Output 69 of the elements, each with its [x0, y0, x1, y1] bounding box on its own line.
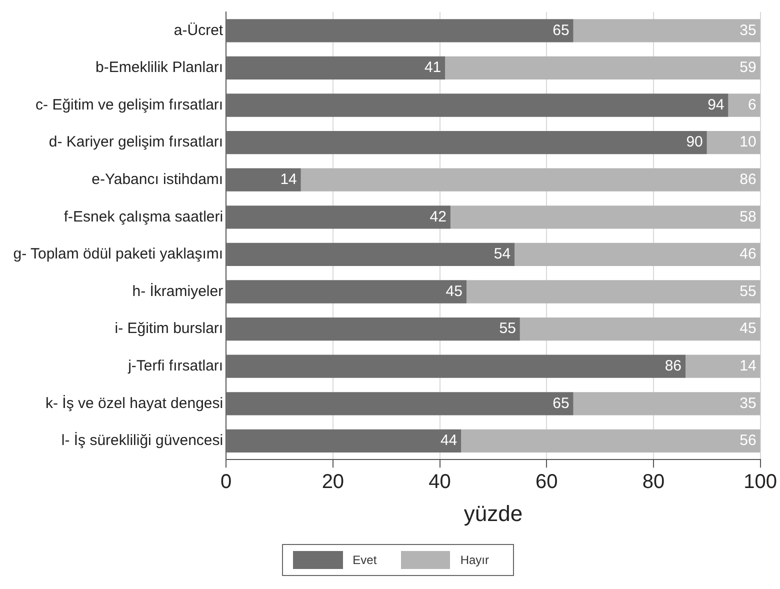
data-label: 42 [430, 208, 446, 226]
bar [226, 354, 686, 378]
bar [226, 56, 446, 80]
bar [226, 130, 707, 154]
bar [706, 130, 760, 154]
data-label: 90 [686, 134, 703, 151]
y-tick-label: j-Terfi fırsatları [127, 357, 224, 374]
data-label: 14 [280, 170, 297, 188]
data-label: 55 [499, 320, 516, 338]
bar [514, 242, 760, 266]
data-label: 35 [740, 394, 756, 412]
y-tick-label: i- Eğitim bursları [114, 320, 224, 338]
legend-label: Evet [352, 553, 377, 567]
data-label: 65 [552, 394, 570, 412]
bar [573, 19, 760, 42]
bar [728, 94, 760, 117]
bar [226, 429, 462, 453]
bar [226, 317, 520, 341]
data-label: 45 [446, 282, 462, 300]
y-tick-label: g- Toplam ödül paketi yaklaşımı [13, 246, 224, 263]
bar [226, 242, 515, 266]
data-label: 46 [740, 246, 756, 263]
data-label: 41 [424, 59, 442, 76]
data-label: 55 [740, 282, 756, 300]
x-tick-label: 80 [642, 471, 665, 494]
x-tick-label: 40 [428, 471, 451, 494]
data-label: 45 [740, 320, 756, 338]
bar [445, 56, 760, 80]
x-tick-label: 0 [220, 471, 232, 494]
data-label: 86 [740, 170, 756, 188]
legend-label: Hayır [460, 553, 489, 567]
bar [226, 206, 450, 229]
data-label: 56 [740, 432, 756, 450]
bar [450, 206, 760, 229]
y-tick-label: k- İş ve özel hayat dengesi [45, 394, 224, 412]
bar [226, 280, 466, 304]
bar [573, 392, 760, 416]
x-tick-label: 100 [744, 471, 778, 494]
y-tick-label: l- İş sürekliliği güvencesi [61, 431, 224, 450]
x-tick-label: 20 [322, 471, 344, 494]
data-label: 10 [740, 134, 756, 151]
y-tick-label: e-Yabancı istihdamı [92, 170, 224, 188]
y-tick-label: b-Emeklilik Planları [96, 59, 224, 76]
bar [461, 429, 760, 453]
bar [226, 168, 301, 192]
data-label: 14 [740, 357, 756, 374]
data-label: 94 [708, 96, 724, 114]
y-tick-label: h- İkramiyeler [132, 282, 224, 300]
bar [520, 317, 760, 341]
bar [466, 280, 760, 304]
y-tick-label: c- Eğitim ve gelişim fırsatları [36, 96, 224, 114]
y-tick-label: f-Esnek çalışma saatleri [64, 208, 224, 226]
data-label: 59 [740, 59, 756, 76]
bar [226, 19, 574, 42]
data-label: 44 [440, 432, 458, 450]
y-tick-label: a-Ücret [174, 22, 224, 39]
data-label: 54 [494, 246, 511, 263]
bar [300, 168, 760, 192]
x-tick-label: 60 [536, 471, 558, 494]
data-label: 58 [740, 208, 756, 226]
data-label: 35 [740, 22, 756, 39]
bar [226, 392, 574, 416]
data-label: 6 [748, 96, 756, 114]
y-tick-label: d- Kariyer gelişim fırsatları [48, 134, 224, 151]
x-axis-title: yüzde [464, 500, 523, 526]
bar [686, 354, 760, 378]
bar [226, 94, 728, 117]
data-label: 65 [552, 22, 570, 39]
data-label: 86 [664, 357, 682, 374]
